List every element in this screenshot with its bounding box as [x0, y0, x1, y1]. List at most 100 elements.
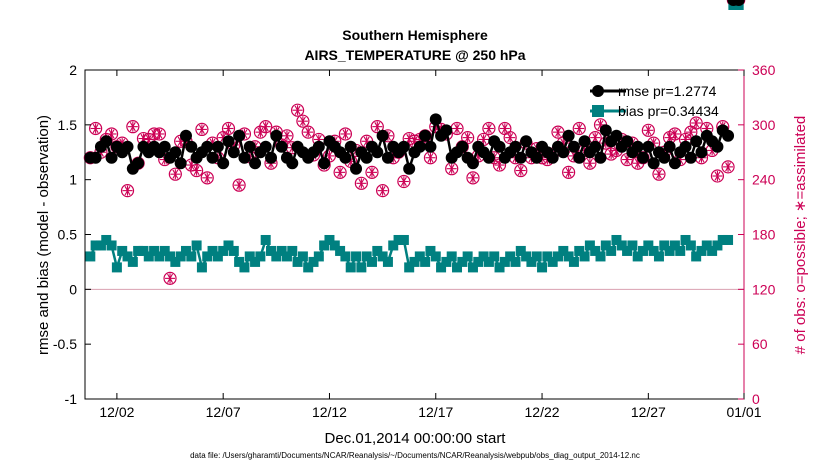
bias-point	[276, 245, 287, 256]
bias-point	[388, 240, 399, 251]
obs-possible-point	[466, 171, 480, 185]
rmse-point	[589, 140, 602, 153]
rmse-point	[509, 140, 522, 153]
rmse-point	[732, 0, 745, 6]
obs-assimilated-point	[90, 123, 101, 134]
bias-point	[111, 262, 122, 273]
obs-assimilated-point	[170, 169, 181, 180]
bias-point	[101, 234, 112, 245]
bias-point	[414, 251, 425, 262]
bias-point	[452, 262, 463, 273]
obs-possible-point	[482, 121, 496, 136]
rmse-point	[344, 140, 357, 153]
bias-point	[441, 256, 452, 267]
obs-assimilated-point	[356, 178, 367, 189]
bias-point	[436, 262, 447, 273]
bias-point	[212, 251, 223, 262]
bias-point	[393, 234, 404, 245]
x-axis-ticks: 12/02 12/07 12/12 12/17 12/22 12/27 01/01	[99, 70, 762, 420]
bias-point	[372, 245, 383, 256]
obs-possible-point	[721, 160, 735, 174]
obs-assimilated-point	[340, 128, 351, 139]
bias-point	[478, 251, 489, 262]
bias-point	[696, 245, 707, 256]
bias-point	[552, 251, 563, 262]
bias-point	[584, 240, 595, 251]
rmse-point	[201, 140, 214, 153]
bias-point	[85, 251, 96, 262]
obs-assimilated-point	[446, 163, 457, 174]
x-tick-label: 12/12	[312, 404, 347, 420]
bias-point	[499, 256, 510, 267]
bias-point	[622, 245, 633, 256]
bias-point	[154, 251, 165, 262]
bias-point	[143, 251, 154, 262]
obs-assimilated-point	[398, 176, 409, 187]
obs-possible-point	[354, 176, 368, 190]
obs-assimilated-point	[165, 273, 176, 284]
obs-assimilated-point	[685, 127, 696, 138]
obs-possible-point	[163, 271, 177, 285]
obs-possible-point	[333, 165, 347, 179]
bias-point	[377, 251, 388, 262]
y-right-tick-label: 180	[752, 227, 776, 243]
y-tick-label: 1	[69, 172, 77, 188]
bias-point	[558, 245, 569, 256]
obs-possible-point	[514, 163, 528, 178]
rmse-point	[339, 151, 352, 164]
rmse-point	[440, 124, 453, 137]
bias-point	[664, 245, 675, 256]
rmse-point	[249, 157, 262, 170]
obs-assimilated-point	[653, 169, 664, 180]
obs-possible-point	[290, 103, 305, 117]
bias-point	[600, 240, 611, 251]
obs-assimilated-point	[462, 132, 473, 143]
bias-point	[648, 245, 659, 256]
bias-point	[579, 251, 590, 262]
bias-point	[196, 262, 207, 273]
rmse-point	[318, 157, 331, 170]
rmse-point	[121, 140, 134, 153]
bias-point	[303, 262, 314, 273]
bias-point	[202, 251, 213, 262]
obs-possible-point	[376, 184, 390, 198]
bias-point	[446, 251, 457, 262]
rmse-point	[690, 135, 703, 148]
rmse-point	[520, 135, 533, 148]
obs-assimilated-point	[494, 160, 505, 171]
rmse-point	[100, 135, 113, 148]
obs-possible-point	[126, 120, 140, 134]
rmse-point	[429, 113, 442, 126]
obs-assimilated-point	[127, 121, 138, 132]
obs-assimilated-point	[223, 123, 234, 134]
bias-point	[319, 240, 330, 251]
bias-point	[308, 256, 319, 267]
bias-point	[542, 251, 553, 262]
bias-point	[659, 240, 670, 251]
bias-point	[409, 256, 420, 267]
bias-point	[643, 240, 654, 251]
obs-assimilated-point	[154, 128, 165, 139]
bias-point	[473, 256, 484, 267]
obs-assimilated-point	[467, 172, 478, 183]
bias-point	[382, 256, 393, 267]
bias-point	[313, 251, 324, 262]
obs-assimilated-point	[297, 116, 308, 127]
obs-possible-point	[301, 125, 315, 139]
bias-point	[95, 240, 106, 251]
bias-point	[345, 262, 356, 273]
bias-point	[138, 245, 149, 256]
rmse-point	[610, 129, 623, 142]
bias-point	[133, 245, 144, 256]
bias-point	[616, 240, 627, 251]
bias-point	[457, 256, 468, 267]
rmse-point	[413, 140, 426, 153]
rmse-point	[350, 162, 363, 175]
rmse-point	[403, 162, 416, 175]
rmse-point	[562, 129, 575, 142]
rmse-point	[397, 140, 410, 153]
x-tick-label: 12/17	[418, 404, 453, 420]
bias-point	[170, 256, 181, 267]
bias-point	[526, 256, 537, 267]
